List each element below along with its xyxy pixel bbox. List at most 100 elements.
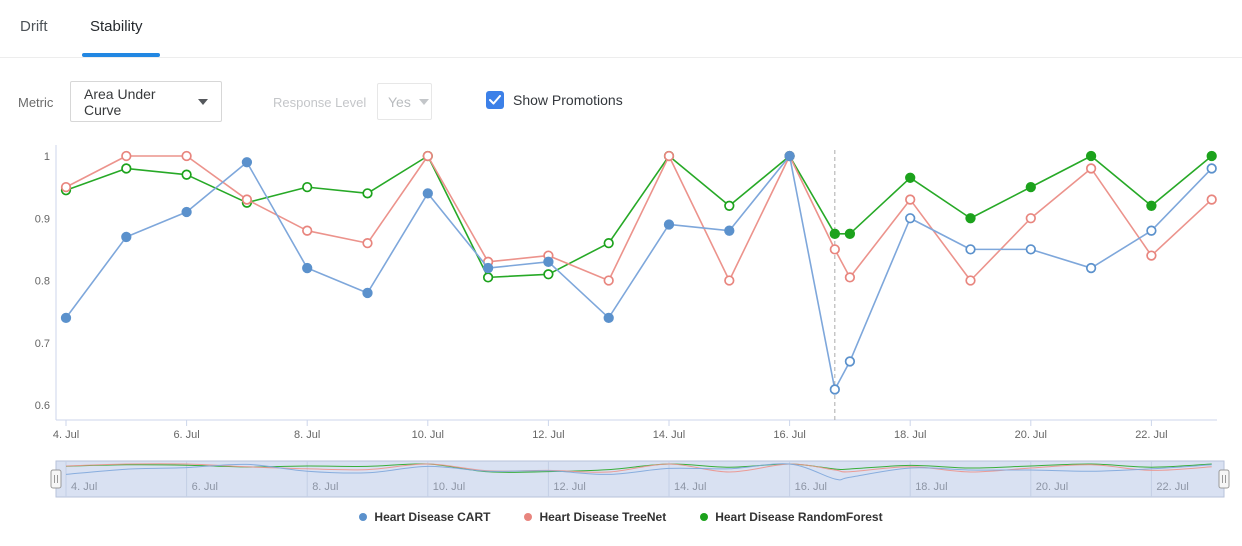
x-axis-label: 12. Jul (532, 429, 564, 441)
data-point-marker (965, 244, 976, 255)
data-point-marker (663, 150, 675, 162)
x-axis-label: 14. Jul (653, 429, 685, 441)
x-axis-label: 8. Jul (294, 429, 320, 441)
data-point-marker (829, 384, 840, 395)
x-axis-label: 10. Jul (412, 429, 444, 441)
data-point-marker (844, 356, 856, 367)
data-point-marker (60, 312, 72, 324)
data-point-marker (1085, 163, 1097, 174)
show-promotions-checkbox-row[interactable]: Show Promotions (486, 91, 623, 109)
data-point-marker (724, 275, 735, 286)
tab-drift[interactable]: Drift (20, 18, 48, 35)
data-point-marker (784, 150, 795, 162)
data-point-marker (422, 188, 433, 199)
data-point-marker (181, 206, 192, 218)
navigator-axis-label: 8. Jul (312, 481, 338, 493)
metric-dropdown-value: Area Under Curve (84, 85, 156, 118)
data-point-marker (1206, 163, 1217, 174)
legend-item-cart[interactable]: Heart Disease CART (359, 510, 490, 524)
legend-label-cart: Heart Disease CART (374, 510, 491, 524)
navigator-handle-right[interactable] (1218, 469, 1230, 489)
data-point-marker (362, 188, 373, 199)
checkmark-icon (489, 95, 501, 105)
data-point-marker (482, 272, 494, 283)
metric-label: Metric (18, 95, 54, 110)
navigator-axis-label: 14. Jul (674, 481, 706, 493)
data-point-marker (181, 150, 192, 162)
navigator-series-heart-disease-cart (65, 463, 1212, 481)
data-point-marker (1025, 244, 1036, 255)
data-point-marker (829, 244, 840, 255)
data-point-marker (362, 287, 373, 299)
show-promotions-label: Show Promotions (513, 92, 623, 108)
data-point-marker (302, 181, 313, 193)
navigator-axis-label: 20. Jul (1036, 481, 1068, 493)
data-point-marker (844, 228, 856, 239)
legend-dot-cart-icon (359, 513, 368, 521)
data-point-marker (603, 275, 614, 286)
y-axis-label: 0.9 (35, 213, 50, 225)
y-axis-label: 0.6 (35, 400, 50, 412)
navigator-handle-left[interactable] (50, 469, 62, 489)
response-level-label: Response Level (273, 95, 367, 110)
show-promotions-checkbox[interactable] (486, 91, 504, 109)
data-point-marker (603, 237, 614, 249)
navigator-axis-label: 4. Jul (71, 481, 97, 493)
data-point-marker (241, 194, 253, 205)
metric-dropdown[interactable]: Area Under Curve (70, 81, 222, 122)
x-axis-label: 18. Jul (894, 429, 926, 441)
data-point-marker (181, 169, 192, 180)
data-point-marker (724, 200, 735, 211)
series-line-heart-disease-treenet (65, 155, 1213, 282)
data-point-marker (1146, 225, 1157, 236)
data-point-marker (422, 150, 433, 162)
navigator-axis-label: 22. Jul (1156, 481, 1188, 493)
legend-label-treenet: Heart Disease TreeNet (539, 510, 667, 524)
data-point-marker (965, 275, 976, 286)
data-point-marker (663, 219, 675, 230)
tab-stability[interactable]: Stability (90, 18, 143, 35)
data-point-marker (905, 194, 916, 205)
navigator-series-heart-disease-treenet (65, 463, 1212, 473)
legend-dot-treenet-icon (524, 513, 533, 521)
data-point-marker (965, 213, 976, 224)
data-point-marker (1146, 200, 1157, 211)
active-tab-underline (82, 53, 160, 57)
data-point-marker (60, 181, 72, 193)
chevron-down-icon (418, 98, 429, 105)
data-point-marker (241, 157, 253, 168)
data-point-marker (543, 256, 554, 267)
y-axis-label: 1 (44, 151, 50, 163)
data-point-marker (302, 262, 313, 274)
series-line-heart-disease-cart (65, 155, 1213, 391)
data-point-marker (543, 269, 554, 280)
data-point-marker (844, 272, 856, 283)
chevron-down-icon (198, 98, 208, 105)
data-point-marker (302, 225, 313, 236)
data-point-marker (121, 150, 132, 162)
legend-label-randomforest: Heart Disease RandomForest (715, 510, 883, 524)
navigator-axis-label: 18. Jul (915, 481, 947, 493)
navigator-axis-label: 12. Jul (553, 481, 585, 493)
legend-item-treenet[interactable]: Heart Disease TreeNet (524, 510, 666, 524)
data-point-marker (121, 231, 132, 243)
data-point-marker (121, 163, 132, 174)
navigator-axis-label: 6. Jul (192, 481, 218, 493)
x-axis-label: 20. Jul (1015, 429, 1047, 441)
data-point-marker (905, 213, 916, 224)
data-point-marker (829, 228, 840, 239)
legend-item-randomforest[interactable]: Heart Disease RandomForest (700, 510, 883, 524)
response-level-dropdown-value: Yes (388, 93, 411, 110)
tab-bar: Drift Stability (0, 0, 1242, 58)
x-axis-label: 22. Jul (1135, 429, 1167, 441)
legend-dot-randomforest-icon (700, 513, 709, 521)
data-point-marker (482, 262, 494, 274)
navigator-axis-label: 10. Jul (433, 481, 465, 493)
stability-line-chart: 1 0.9 0.8 0.7 0.6 4. Jul 6. Jul 8. Jul 10. Jul 12… (35, 145, 1230, 498)
data-point-marker (905, 172, 916, 183)
data-point-marker (1085, 150, 1097, 162)
x-axis-label: 6. Jul (173, 429, 199, 441)
data-point-marker (1025, 181, 1036, 193)
response-level-dropdown: Yes (377, 83, 432, 120)
